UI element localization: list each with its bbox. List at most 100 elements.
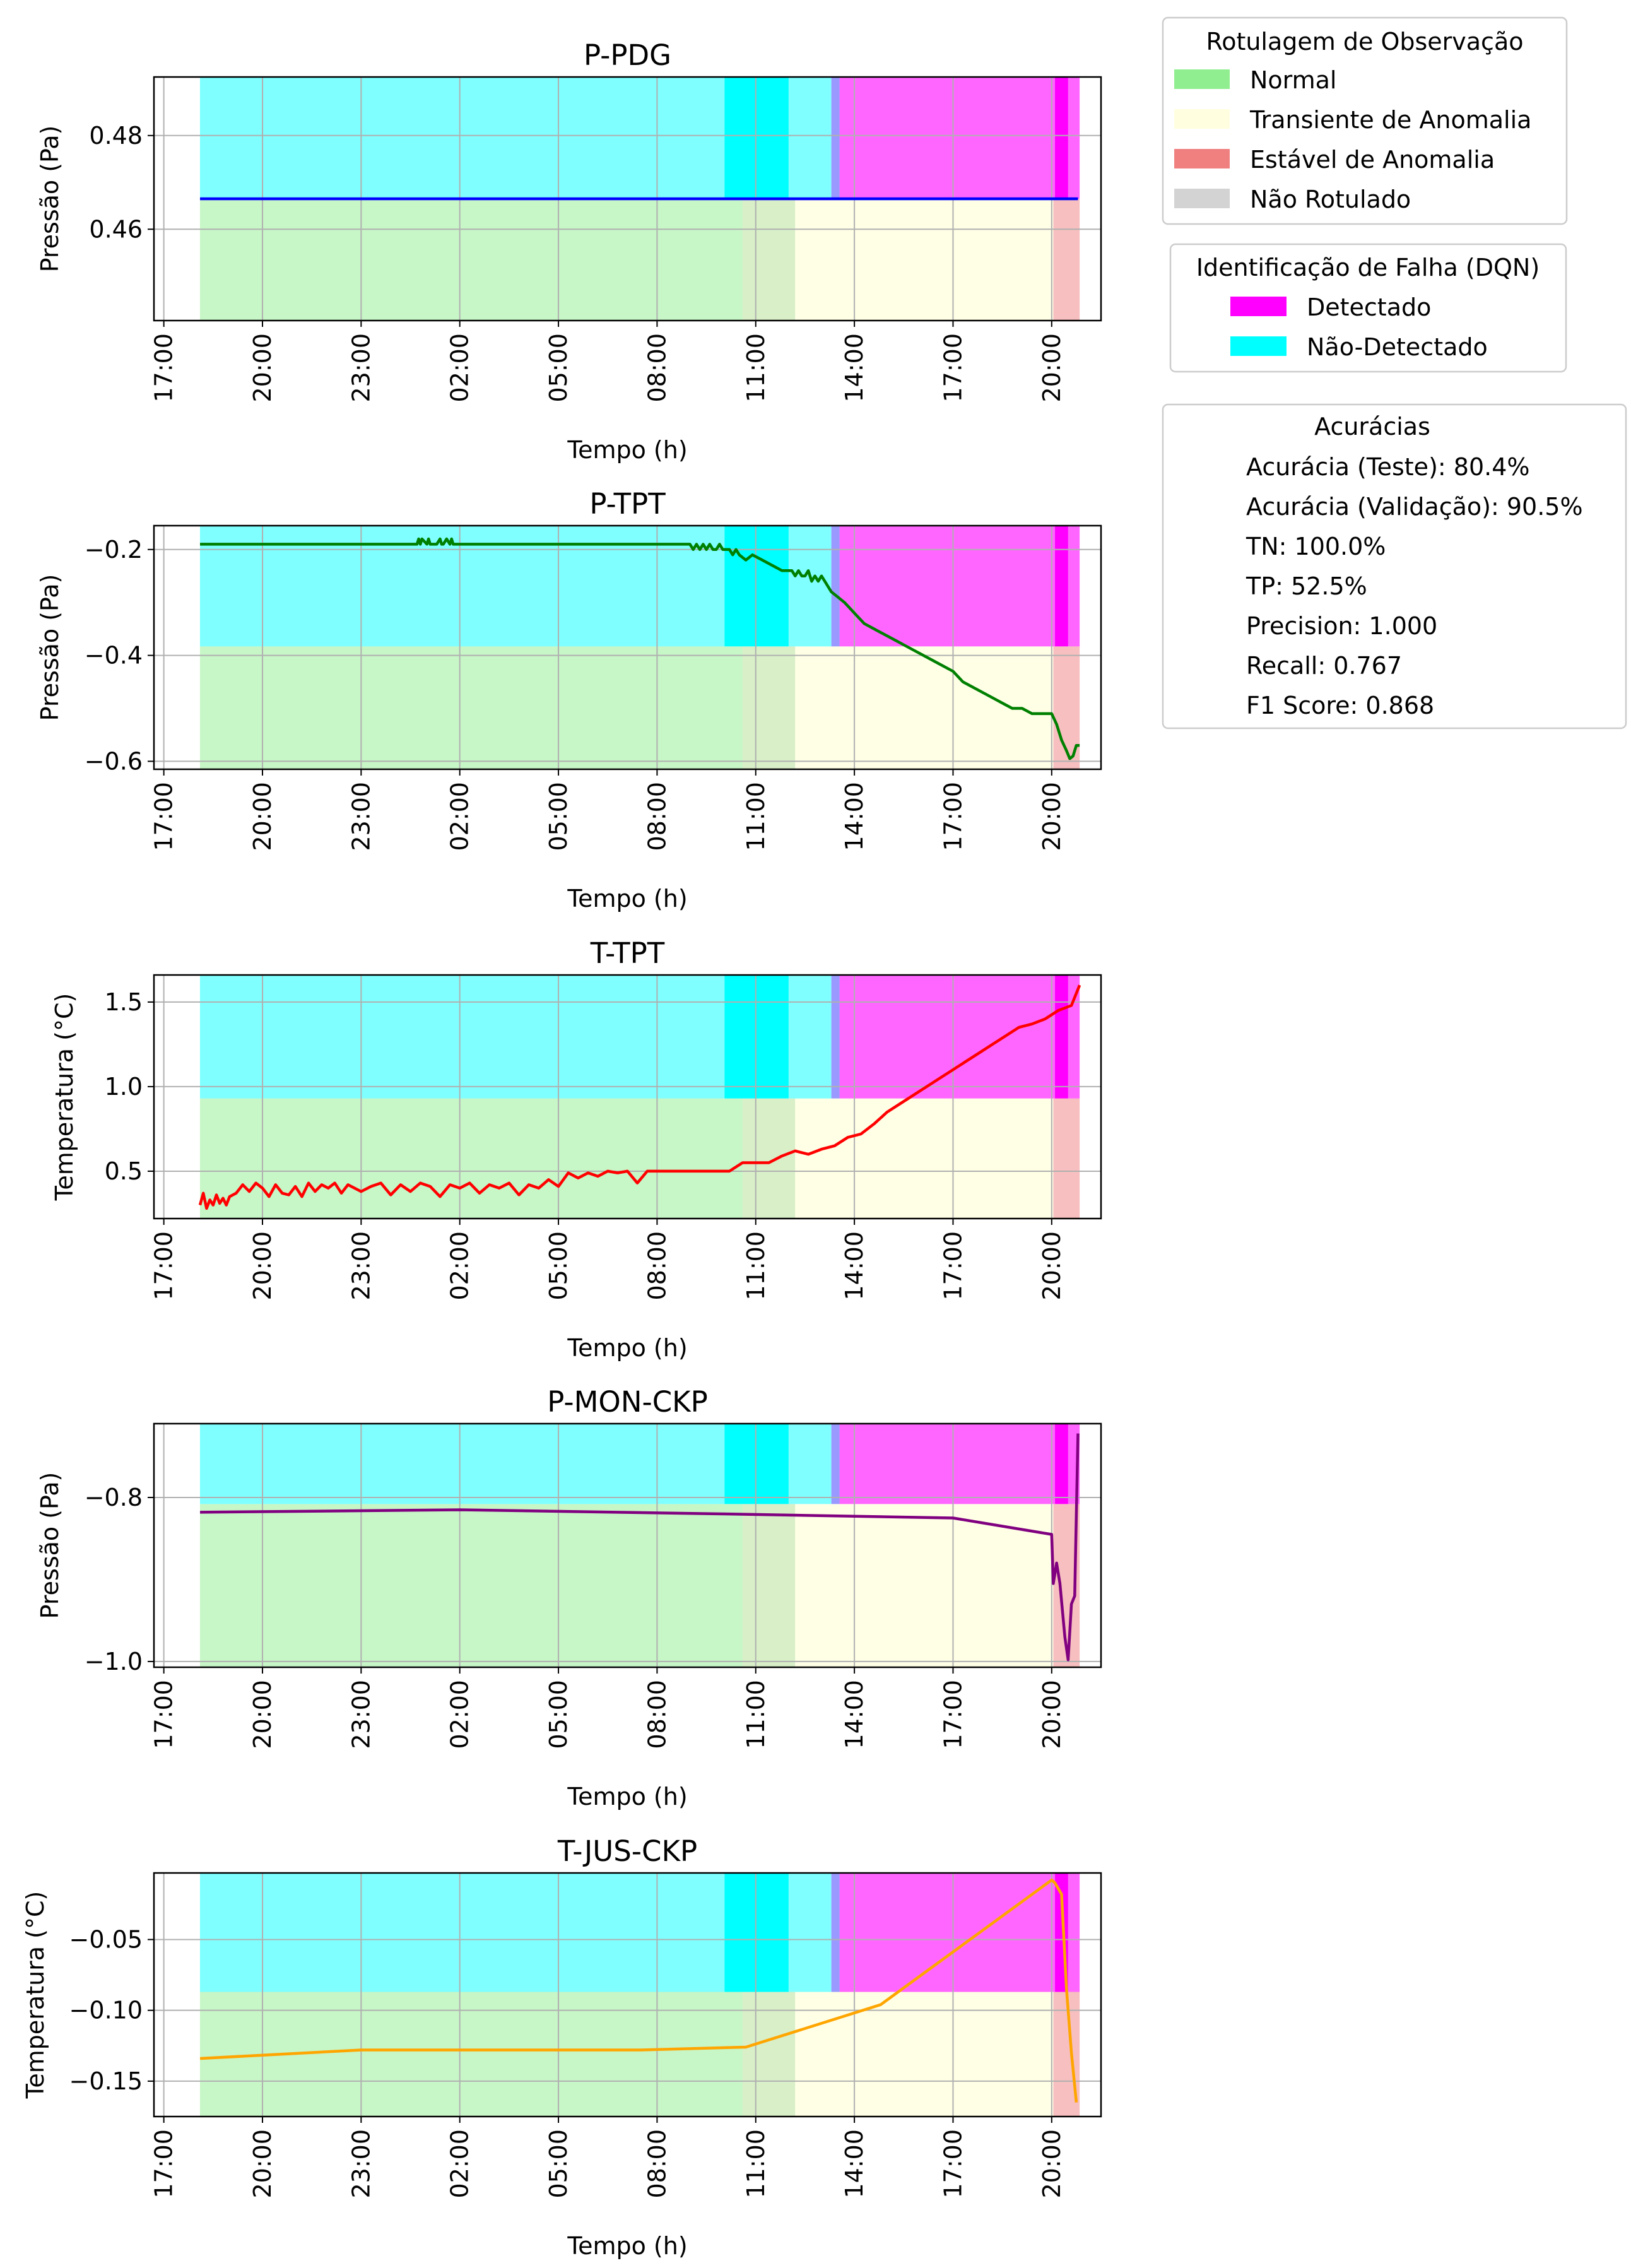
subplot-p-tpt: 17:00 20:00 23:00 02:00 05:00 08:00 11:00 14:00… [36, 487, 1102, 913]
series-line [200, 537, 1080, 760]
y-tick-label: 1.0 [105, 1073, 143, 1101]
label-band [742, 1992, 796, 2117]
detection-band [788, 1873, 832, 1992]
x-tick-label: 23:00 [347, 1680, 375, 1749]
x-tick-label: 20:00 [1038, 782, 1066, 851]
metric-f1-score: F1 Score: 0.868 [1246, 692, 1434, 719]
detection-band [1055, 77, 1068, 199]
subplot-title: P-MON-CKP [547, 1385, 708, 1419]
x-tick-label: 08:00 [643, 2129, 671, 2199]
legend-entry-stable: Estável de Anomalia [1174, 146, 1495, 174]
x-tick-label: 17:00 [150, 1680, 178, 1749]
label-band [199, 646, 743, 769]
detected-label: Detectado [1307, 293, 1431, 321]
axes-frame [153, 524, 1102, 771]
transient-swatch [1174, 109, 1230, 129]
detection-band [839, 1873, 1056, 1992]
x-tick-label: 20:00 [1038, 1680, 1066, 1749]
y-tick-label: −0.05 [69, 1925, 143, 1953]
x-axis-label: Tempo (h) [567, 1334, 687, 1362]
detection-band [839, 526, 1056, 647]
x-tick-label: 17:00 [939, 1680, 967, 1749]
detection-band [839, 77, 1056, 199]
legend-entry-not-detected: Não-Detectado [1230, 333, 1488, 361]
y-tick-label: −0.8 [85, 1484, 143, 1511]
detection-band [724, 526, 789, 647]
metrics-box: Acurácias Acurácia (Teste): 80.4% Acurác… [1162, 403, 1627, 729]
detection-band [724, 1873, 789, 1992]
label-band [795, 1098, 1054, 1219]
y-axis-label: Temperatura (°C) [21, 1891, 49, 2100]
detection-band [1055, 975, 1068, 1099]
y-tick-label: 0.5 [105, 1157, 143, 1185]
x-tick-label: 17:00 [150, 782, 178, 851]
detection-band [1068, 526, 1080, 647]
metric-recall: Recall: 0.767 [1246, 652, 1402, 680]
detection-band [831, 526, 840, 647]
detection-band [839, 975, 1056, 1099]
x-tick-label: 11:00 [742, 782, 770, 851]
detection-band [788, 1424, 832, 1504]
x-tick-label: 20:00 [1038, 2129, 1066, 2199]
x-tick-label: 20:00 [249, 2129, 276, 2199]
x-tick-label: 14:00 [840, 333, 868, 403]
x-tick-label: 02:00 [446, 782, 474, 851]
x-tick-label: 08:00 [643, 333, 671, 403]
y-tick-label: 0.48 [89, 122, 143, 150]
label-band [742, 1504, 796, 1667]
detection-legend-title: Identificação de Falha (DQN) [1196, 254, 1540, 281]
series-line [199, 1878, 1078, 2103]
x-tick-label: 20:00 [1038, 333, 1066, 403]
x-tick-label: 05:00 [545, 1680, 572, 1749]
subplot-p-pdg: 17:00 20:00 23:00 02:00 05:00 08:00 11:00 14:00… [36, 38, 1102, 464]
legend-entry-normal: Normal [1174, 66, 1337, 94]
detection-band [199, 1424, 725, 1504]
x-tick-label: 14:00 [840, 2129, 868, 2199]
label-band [742, 199, 796, 321]
x-tick-label: 08:00 [643, 1231, 671, 1301]
legend-entry-unlabeled: Não Rotulado [1174, 186, 1411, 213]
y-tick-label: −0.6 [85, 747, 143, 775]
detection-band [199, 526, 725, 647]
detection-band [1068, 975, 1080, 1099]
x-tick-label: 11:00 [742, 2129, 770, 2199]
x-tick-label: 02:00 [446, 1680, 474, 1749]
subplot-title: P-TPT [589, 487, 666, 521]
axes-frame [153, 76, 1102, 322]
series-line [198, 984, 1081, 1210]
y-tick-label: −1.0 [85, 1648, 143, 1675]
transient-label: Transiente de Anomalia [1249, 106, 1531, 134]
label-band [199, 199, 743, 321]
detection-band [1055, 526, 1068, 647]
x-tick-label: 05:00 [545, 333, 572, 403]
label-band [1053, 1098, 1080, 1219]
x-axis-label: Tempo (h) [567, 2232, 687, 2260]
detection-band [199, 1873, 725, 1992]
x-tick-label: 17:00 [150, 333, 178, 403]
x-tick-label: 17:00 [939, 333, 967, 403]
label-band [742, 1098, 796, 1219]
x-tick-label: 23:00 [347, 2129, 375, 2199]
y-tick-label: 0.46 [89, 215, 143, 243]
detection-band [1068, 77, 1080, 199]
detection-band [839, 1424, 1056, 1504]
y-tick-label: −0.4 [85, 642, 143, 670]
subplot-title: P-PDG [584, 38, 671, 72]
subplot-title: T-TPT [590, 936, 665, 970]
x-tick-label: 08:00 [643, 782, 671, 851]
x-axis-label: Tempo (h) [567, 436, 687, 464]
label-band [742, 646, 796, 769]
label-band [795, 1504, 1054, 1667]
detection-band [199, 77, 725, 199]
x-tick-label: 17:00 [150, 1231, 178, 1301]
detection-legend: Identificação de Falha (DQN) Detectado N… [1169, 243, 1567, 373]
subplot-t-jus-ckp: 17:00 20:00 23:00 02:00 05:00 08:00 11:00 14:00… [21, 1834, 1102, 2260]
detection-band [788, 526, 832, 647]
x-tick-label: 17:00 [939, 1231, 967, 1301]
axes-frame [153, 1422, 1102, 1669]
series-line [199, 1433, 1080, 1662]
subplot-t-tpt: 17:00 20:00 23:00 02:00 05:00 08:00 11:00 14:00… [50, 936, 1102, 1362]
x-tick-label: 11:00 [742, 1680, 770, 1749]
y-tick-label: 1.5 [105, 988, 143, 1016]
detection-band [788, 77, 832, 199]
